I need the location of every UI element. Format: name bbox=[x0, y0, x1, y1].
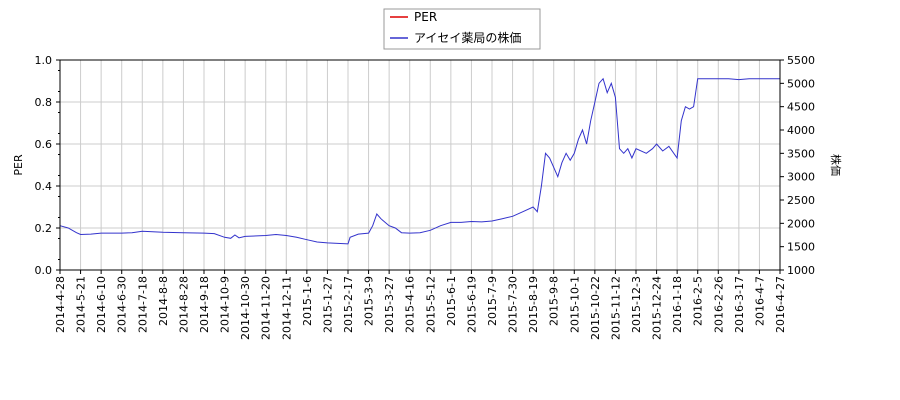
x-tick-label: 2014-9-18 bbox=[198, 276, 211, 333]
legend-label-stock-price: アイセイ薬局の株価 bbox=[414, 30, 521, 45]
left-tick-label: 0.8 bbox=[35, 96, 53, 109]
right-axis-title: 株価 bbox=[829, 154, 843, 176]
legend-box bbox=[383, 8, 541, 50]
x-tick-label: 2014-10-30 bbox=[239, 276, 252, 340]
right-axis: 1000 1500 2000 2500 3000 3500 4000 4500 5000 5500 bbox=[780, 54, 815, 277]
x-tick-label: 2014-4-28 bbox=[54, 276, 67, 333]
x-tick-label: 2014-5-21 bbox=[75, 276, 88, 333]
x-tick-label: 2015-6-1 bbox=[445, 276, 458, 326]
x-tick-label: 2014-8-28 bbox=[177, 276, 190, 333]
x-tick-label: 2016-4-7 bbox=[753, 276, 766, 326]
x-tick-label: 2014-6-10 bbox=[95, 276, 108, 333]
grid bbox=[59, 59, 781, 271]
left-tick-label: 1.0 bbox=[35, 54, 53, 67]
x-tick-label: 2016-4-27 bbox=[774, 276, 787, 333]
x-tick-label: 2015-12-3 bbox=[630, 276, 643, 333]
x-tick-label: 2015-12-24 bbox=[651, 276, 664, 340]
right-tick-label: 5000 bbox=[787, 77, 815, 90]
legend-label-per: PER bbox=[414, 10, 437, 24]
x-tick-label: 2014-7-18 bbox=[136, 276, 149, 333]
series-layer bbox=[59, 77, 780, 245]
x-tick-label: 2016-1-18 bbox=[671, 276, 684, 333]
x-tick-label: 2016-3-17 bbox=[733, 276, 746, 333]
right-tick-label: 1000 bbox=[787, 264, 815, 277]
right-tick-label: 1500 bbox=[787, 241, 815, 254]
x-tick-label: 2015-10-1 bbox=[568, 276, 581, 333]
x-tick-label: 2015-2-17 bbox=[342, 276, 355, 333]
left-axis-title: PER bbox=[12, 154, 25, 176]
right-tick-label: 5500 bbox=[787, 54, 815, 67]
right-tick-label: 2500 bbox=[787, 194, 815, 207]
series-line-stock-price bbox=[59, 77, 780, 245]
left-axis: 0.0 0.2 0.4 0.6 0.8 1.0 bbox=[35, 54, 60, 277]
left-tick-label: 0.4 bbox=[35, 180, 53, 193]
x-tick-label: 2015-1-6 bbox=[301, 276, 314, 326]
x-tick-label: 2015-1-27 bbox=[321, 276, 334, 333]
x-tick-label: 2015-4-16 bbox=[404, 276, 417, 333]
x-tick-label: 2015-3-9 bbox=[363, 276, 376, 326]
left-tick-label: 0.0 bbox=[35, 264, 53, 277]
legend: PER アイセイ薬局の株価 bbox=[383, 8, 541, 50]
right-tick-label: 4500 bbox=[787, 101, 815, 114]
x-tick-label: 2016-2-5 bbox=[692, 276, 705, 326]
x-tick-label: 2016-2-26 bbox=[712, 276, 725, 333]
x-tick-label: 2015-5-12 bbox=[424, 276, 437, 333]
x-tick-label: 2014-12-11 bbox=[280, 276, 293, 340]
plot-frame bbox=[59, 59, 781, 271]
x-axis: 2014-4-28 2014-5-21 2014-6-10 2014-6-30 2014… bbox=[54, 270, 787, 340]
x-tick-label: 2014-11-20 bbox=[260, 276, 273, 340]
x-tick-label: 2015-11-12 bbox=[609, 276, 622, 340]
left-tick-label: 0.2 bbox=[35, 222, 53, 235]
x-tick-label: 2015-3-27 bbox=[383, 276, 396, 333]
right-tick-label: 3500 bbox=[787, 147, 815, 160]
right-tick-label: 3000 bbox=[787, 171, 815, 184]
x-tick-label: 2015-8-19 bbox=[527, 276, 540, 333]
right-tick-label: 4000 bbox=[787, 124, 815, 137]
x-tick-label: 2014-10-9 bbox=[219, 276, 232, 333]
x-tick-label: 2015-6-19 bbox=[465, 276, 478, 333]
x-tick-label: 2015-7-9 bbox=[486, 276, 499, 326]
x-tick-label: 2015-9-8 bbox=[548, 276, 561, 326]
right-tick-label: 2000 bbox=[787, 217, 815, 230]
x-tick-label: 2014-8-8 bbox=[157, 276, 170, 326]
x-tick-label: 2015-7-30 bbox=[507, 276, 520, 333]
x-tick-label: 2014-6-30 bbox=[116, 276, 129, 333]
left-tick-label: 0.6 bbox=[35, 138, 53, 151]
x-tick-label: 2015-10-22 bbox=[589, 276, 602, 340]
